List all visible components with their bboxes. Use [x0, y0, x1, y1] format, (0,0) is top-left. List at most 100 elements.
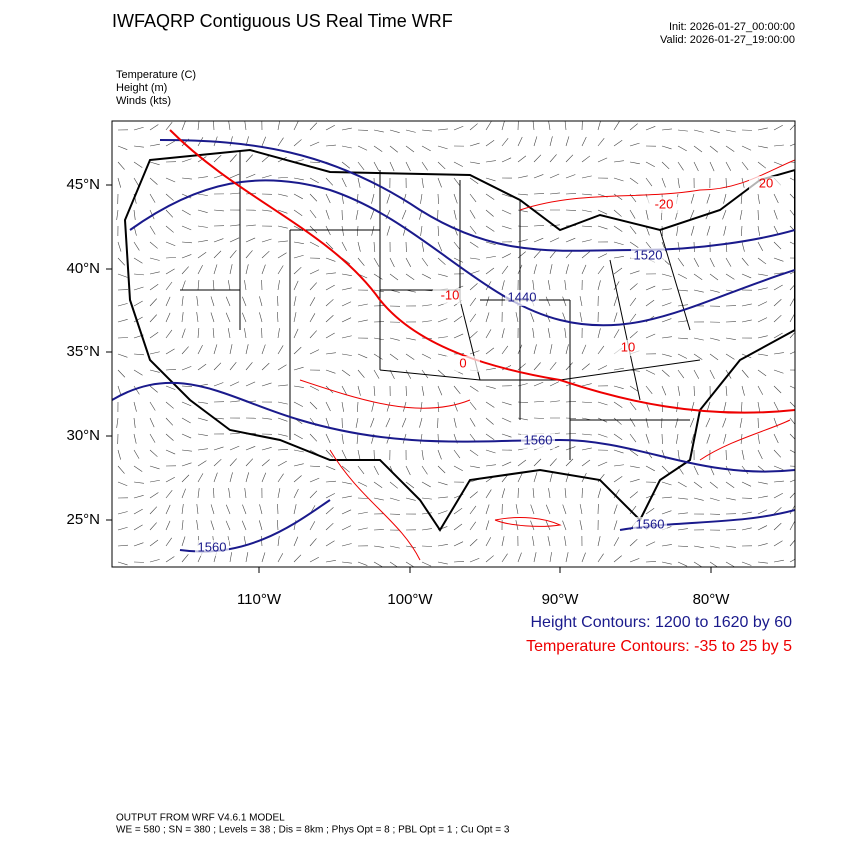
- wind-barb: [341, 369, 351, 377]
- wind-barb: [371, 401, 375, 412]
- wind-barb: [469, 161, 480, 165]
- wind-barb: [515, 312, 519, 323]
- wind-barb: [261, 459, 270, 467]
- wind-barb: [197, 473, 204, 483]
- wind-barb: [181, 536, 186, 547]
- wind-barb: [245, 552, 249, 563]
- wind-barb: [661, 318, 672, 323]
- wind-barb: [181, 328, 186, 339]
- wind-barb: [277, 384, 288, 387]
- wind-barb: [325, 401, 331, 412]
- wind-barb: [757, 335, 768, 339]
- wind-barb: [149, 522, 157, 531]
- wind-barb: [549, 344, 553, 355]
- wind-barb: [597, 553, 604, 563]
- wind-barb: [517, 459, 527, 467]
- lat-label: 30°N: [66, 427, 100, 444]
- wind-barb: [373, 385, 376, 396]
- wind-barb: [629, 177, 639, 185]
- wind-barb: [405, 385, 407, 397]
- wind-barb: [277, 225, 288, 229]
- wind-barb: [325, 352, 336, 355]
- contour-labels: 1560 1440 1560 1520 1560 -10 0 10 -20 20: [195, 175, 783, 556]
- wind-barb: [501, 265, 509, 275]
- wind-barb: [469, 225, 477, 235]
- field-label: Temperature (C): [116, 69, 196, 81]
- wind-barb: [293, 366, 304, 371]
- wind-barb: [373, 289, 384, 293]
- wind-barb: [133, 300, 143, 307]
- map-area: 1560 1440 1560 1520 1560 -10 0 10 -20 20: [112, 121, 795, 567]
- wind-barb: [501, 345, 509, 355]
- wind-barb: [421, 273, 432, 279]
- wind-barb: [405, 145, 415, 153]
- wind-barb: [501, 433, 512, 438]
- wind-barb: [165, 241, 176, 247]
- wind-barb: [229, 472, 233, 483]
- wind-barb: [421, 545, 433, 547]
- wind-barb: [229, 400, 240, 403]
- wind-barb: [565, 136, 570, 147]
- wind-barb: [309, 557, 319, 563]
- wind-barb: [117, 161, 125, 170]
- wind-barb: [485, 433, 495, 440]
- height-legend: Height Contours: 1200 to 1620 by 60: [530, 614, 792, 631]
- wind-barb: [405, 161, 411, 172]
- contour-label: -20: [655, 196, 674, 211]
- wind-barb: [419, 417, 423, 428]
- wind-barb: [581, 344, 587, 355]
- wind-barb: [501, 253, 512, 259]
- wind-barb: [661, 225, 663, 236]
- wind-barb: [149, 177, 158, 185]
- wind-barb: [165, 296, 171, 307]
- wind-barb: [325, 257, 336, 262]
- wind-barb: [581, 401, 592, 404]
- wind-barb: [789, 539, 795, 547]
- wind-barb: [277, 460, 287, 467]
- wind-barb: [213, 446, 224, 451]
- wind-barb: [357, 511, 368, 515]
- wind-barb: [437, 369, 446, 377]
- wind-barb: [181, 209, 191, 216]
- wind-barb: [693, 385, 695, 397]
- wind-barb: [741, 401, 743, 412]
- wind-barb: [309, 385, 320, 391]
- wind-barb: [757, 287, 768, 291]
- wind-barb: [661, 353, 672, 357]
- wind-barb: [197, 280, 200, 291]
- wind-barb: [181, 158, 192, 163]
- wind-barb: [133, 177, 140, 187]
- wind-barb: [530, 520, 535, 531]
- wind-barb: [341, 145, 352, 149]
- wind-barb: [133, 433, 137, 444]
- wind-barb: [165, 281, 173, 291]
- wind-barb: [661, 128, 672, 131]
- wind-barb: [581, 239, 592, 243]
- wind-barb: [373, 241, 376, 252]
- wind-barb: [757, 145, 768, 149]
- init-time: Init: 2026-01-27_00:00:00: [669, 21, 795, 33]
- wind-barb: [469, 505, 477, 515]
- title: IWFAQRP Contiguous US Real Time WRF: [112, 11, 453, 31]
- wind-barb: [532, 536, 535, 547]
- wind-barb: [117, 481, 128, 487]
- wind-barb: [661, 465, 670, 474]
- wind-barb: [757, 317, 768, 323]
- wind-barb: [293, 296, 297, 307]
- wind-barb: [789, 449, 795, 454]
- wind-barb: [117, 319, 128, 323]
- wind-barb: [453, 193, 458, 204]
- wind-barb: [485, 401, 495, 408]
- wind-barb: [789, 433, 795, 440]
- wind-barb: [213, 458, 222, 467]
- wind-barb: [373, 561, 383, 567]
- wind-barb: [709, 129, 720, 133]
- wind-barb: [181, 241, 192, 244]
- wind-barb: [645, 209, 649, 220]
- wind-barb: [245, 362, 253, 371]
- wind-barb: [677, 161, 684, 171]
- wind-barb: [789, 417, 795, 425]
- wind-barb: [373, 273, 383, 280]
- wind-barb: [565, 400, 576, 403]
